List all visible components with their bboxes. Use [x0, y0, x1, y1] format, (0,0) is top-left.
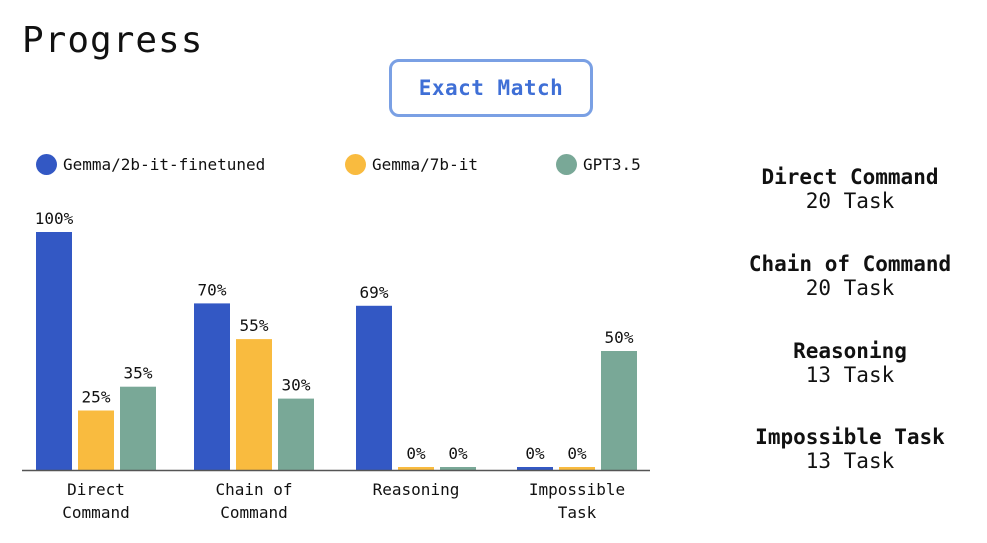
- category-label: Task: [558, 503, 597, 522]
- task-name: Impossible Task: [755, 425, 945, 449]
- bar-1-series-1: [36, 232, 72, 470]
- task-summary-reasoning: Reasoning 13 Task: [700, 339, 987, 387]
- legend-swatch-gemma-7b: [345, 154, 366, 175]
- bar-1-series-2: [78, 410, 114, 470]
- category-label: Reasoning: [373, 480, 460, 499]
- exact-match-badge: Exact Match: [389, 59, 593, 117]
- data-label: 69%: [360, 283, 389, 302]
- category-label: Command: [62, 503, 129, 522]
- page-title: Progress: [22, 20, 204, 61]
- data-label: 0%: [525, 444, 545, 463]
- category-label: Command: [220, 503, 287, 522]
- bar-chart: 100% 25% 35% Direct Command 70% 55% 30% Chain of…: [22, 209, 650, 522]
- data-label: 55%: [240, 316, 269, 335]
- task-name: Chain of Command: [748, 252, 952, 276]
- legend-label-gemma-7b: Gemma/7b-it: [372, 155, 478, 174]
- task-summary-direct-command: Direct Command 20 Task: [700, 165, 987, 213]
- task-summary-chain-of-command: Chain of Command 20 Task: [700, 252, 987, 300]
- bar-4-series-2: [559, 467, 595, 470]
- category-label: Impossible: [529, 480, 625, 499]
- legend-item-gemma-2b: Gemma/2b-it-finetuned: [36, 154, 265, 175]
- bar-2-series-3: [278, 398, 314, 470]
- task-summary-impossible-task: Impossible Task 13 Task: [700, 425, 987, 473]
- task-name: Direct Command: [761, 165, 939, 189]
- data-label: 0%: [567, 444, 587, 463]
- chart-legend: Gemma/2b-it-finetuned Gemma/7b-it GPT3.5: [36, 154, 656, 180]
- bar-3-series-2: [398, 467, 434, 470]
- bar-1-series-3: [120, 386, 156, 470]
- data-label: 0%: [406, 444, 426, 463]
- task-count: 20 Task: [805, 189, 895, 213]
- bar-2-series-2: [236, 339, 272, 470]
- data-label: 35%: [124, 364, 153, 383]
- category-label: Chain of: [215, 480, 292, 499]
- data-label: 25%: [82, 388, 111, 407]
- bar-2-series-1: [194, 303, 230, 470]
- legend-swatch-gemma-2b: [36, 154, 57, 175]
- data-label: 50%: [605, 328, 634, 347]
- data-label: 70%: [198, 280, 227, 299]
- bar-4-series-3: [601, 351, 637, 470]
- bar-3-series-1: [356, 305, 392, 470]
- task-count: 20 Task: [805, 276, 895, 300]
- legend-item-gpt35: GPT3.5: [556, 154, 641, 175]
- task-count: 13 Task: [805, 449, 895, 473]
- legend-item-gemma-7b: Gemma/7b-it: [345, 154, 478, 175]
- legend-label-gemma-2b: Gemma/2b-it-finetuned: [63, 155, 266, 174]
- category-label: Direct: [67, 480, 125, 499]
- bar-3-series-3: [440, 467, 476, 470]
- task-count: 13 Task: [805, 363, 895, 387]
- bar-4-series-1: [517, 467, 553, 470]
- legend-swatch-gpt35: [556, 154, 577, 175]
- data-label: 100%: [35, 209, 74, 228]
- legend-label-gpt35: GPT3.5: [583, 155, 641, 174]
- data-label: 30%: [282, 376, 311, 395]
- task-name: Reasoning: [793, 339, 907, 363]
- data-label: 0%: [448, 444, 468, 463]
